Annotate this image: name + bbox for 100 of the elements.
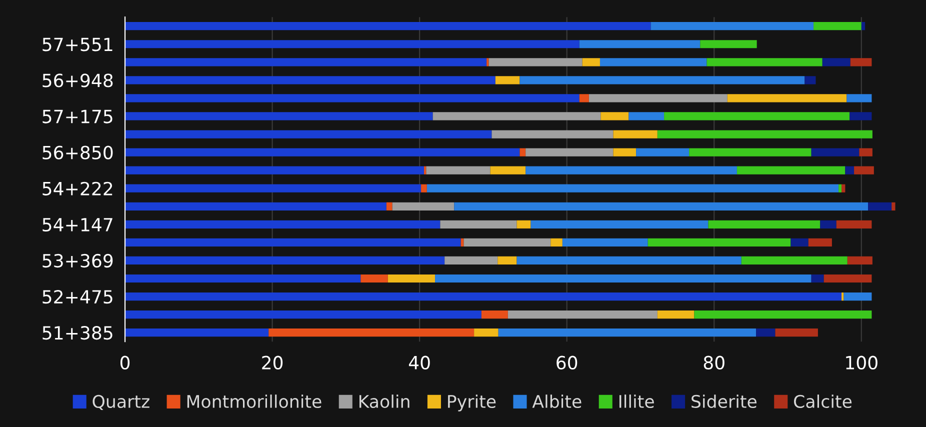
bar	[845, 166, 854, 174]
bar	[736, 166, 846, 174]
legend-label: Pyrite	[448, 394, 496, 412]
bar	[892, 202, 896, 210]
bar	[125, 184, 422, 192]
bar	[844, 292, 872, 301]
legend-label: Albite	[532, 394, 582, 408]
bar	[125, 130, 492, 138]
bar	[822, 58, 850, 66]
bar	[808, 238, 832, 246]
bar	[498, 328, 756, 337]
bar	[811, 148, 860, 156]
bar	[868, 202, 892, 210]
bar	[488, 58, 582, 66]
bar	[741, 256, 848, 265]
bar	[125, 238, 461, 246]
bar	[421, 184, 427, 192]
y-tick-label: 56+850	[42, 146, 113, 160]
bar	[498, 256, 517, 265]
legend-label: Siderite	[692, 394, 757, 408]
bar	[700, 40, 757, 48]
y-tick-label: 57+551	[42, 38, 112, 52]
bar	[588, 94, 728, 102]
bar	[125, 112, 433, 120]
x-tick-label: 40	[408, 356, 430, 370]
bar	[495, 76, 520, 84]
bar	[426, 166, 490, 174]
legend-label: Calcite	[794, 394, 852, 408]
bar	[650, 22, 814, 30]
bar	[268, 328, 474, 337]
y-tick-label: 57+175	[42, 110, 112, 124]
bar	[600, 58, 707, 66]
y-tick-label: 52+475	[42, 290, 112, 304]
legend-label: Quartz	[92, 394, 150, 410]
bar	[474, 328, 498, 337]
bar	[440, 220, 517, 228]
bar	[388, 274, 436, 283]
bar	[814, 22, 862, 30]
y-tick-label: 51+385	[42, 326, 112, 340]
bar	[579, 94, 589, 102]
bar	[824, 274, 872, 283]
bar	[820, 220, 836, 228]
bar	[125, 310, 482, 319]
bar	[836, 220, 872, 228]
bar	[492, 130, 614, 138]
bar	[861, 22, 866, 30]
bar	[657, 310, 694, 319]
bar	[454, 202, 868, 210]
bar	[790, 238, 808, 246]
bar	[520, 76, 805, 84]
bar	[689, 148, 812, 156]
bar	[508, 310, 658, 319]
bar	[386, 202, 392, 210]
bar	[600, 112, 629, 120]
bar	[636, 148, 690, 156]
bar	[490, 166, 526, 174]
bar	[804, 76, 816, 84]
x-tick-label: 0	[120, 356, 130, 370]
bar	[125, 202, 386, 210]
bar	[859, 148, 872, 156]
bar	[550, 238, 562, 246]
bar	[657, 130, 872, 138]
x-tick-label: 60	[556, 356, 578, 370]
bar	[727, 94, 847, 102]
bar	[842, 184, 846, 192]
bar	[838, 184, 842, 192]
bar	[756, 328, 776, 337]
bar	[444, 256, 498, 265]
bar	[125, 328, 269, 337]
bar	[360, 274, 388, 283]
bar	[775, 328, 818, 337]
bar	[706, 58, 822, 66]
bar	[520, 148, 526, 156]
y-tick-label: 53+369	[42, 254, 113, 268]
bar	[392, 202, 454, 210]
y-tick-label: 54+147	[42, 218, 112, 232]
bar	[464, 238, 551, 246]
x-tick-label: 80	[704, 356, 724, 370]
bar	[526, 148, 614, 156]
bar	[125, 256, 445, 265]
legend-label: Kaolin	[359, 394, 410, 408]
bar	[125, 166, 424, 174]
bar	[125, 58, 487, 66]
bar	[850, 112, 872, 120]
bar	[125, 22, 651, 30]
bar	[579, 40, 700, 48]
bar	[708, 220, 820, 228]
bar	[516, 256, 742, 265]
bar	[850, 58, 872, 66]
y-tick-label: 56+948	[42, 74, 113, 88]
bar	[854, 166, 874, 174]
x-tick-label: 100	[846, 356, 878, 370]
legend-label: Illite	[619, 394, 654, 408]
bar	[530, 220, 708, 228]
bar	[516, 220, 531, 228]
y-tick-label: 54+222	[42, 182, 112, 196]
bar	[694, 310, 872, 319]
bar	[481, 310, 508, 319]
bar	[426, 184, 839, 192]
bar	[125, 292, 842, 301]
